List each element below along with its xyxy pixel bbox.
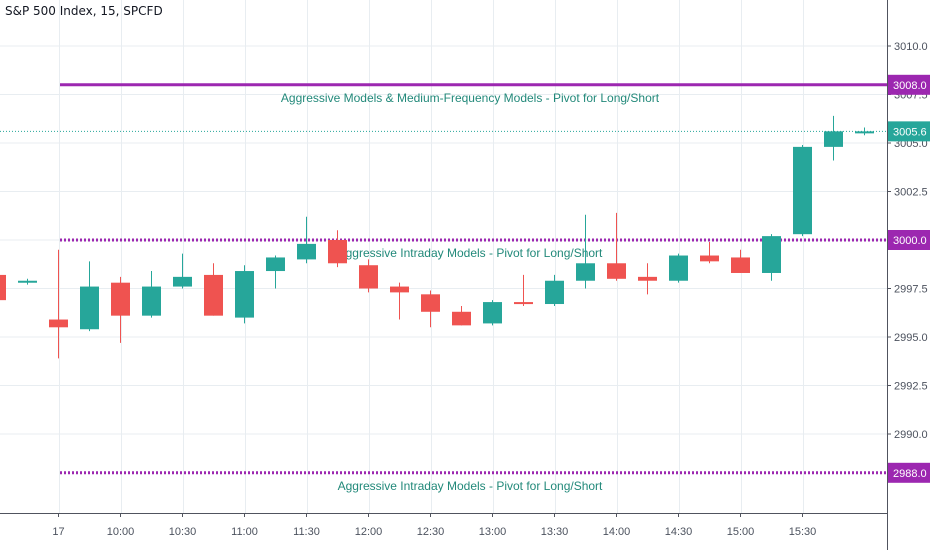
x-tick-label: 12:30 <box>417 526 445 538</box>
x-tick-label: 13:30 <box>541 526 569 538</box>
candle-body <box>359 265 378 289</box>
candle-body <box>49 319 68 328</box>
candle[interactable] <box>173 253 192 289</box>
candle-body <box>731 257 750 273</box>
last-price-label-bg <box>888 121 930 142</box>
candle[interactable] <box>421 290 440 328</box>
candle-body <box>18 280 37 283</box>
x-tick-label: 15:30 <box>789 526 817 538</box>
pivot-price-label: 3000.0 <box>888 230 930 250</box>
x-tick-label: 17 <box>52 526 64 538</box>
candle-body <box>793 146 812 235</box>
candle[interactable] <box>545 274 564 306</box>
pivot-price-label-bg <box>888 462 930 483</box>
pivot-annotation: Aggressive Intraday Models - Pivot for L… <box>338 479 603 493</box>
last-price-label: 3005.6 <box>888 121 930 142</box>
pivot-price-label: 3008.0 <box>888 74 930 95</box>
candle[interactable] <box>762 234 781 281</box>
candle-body <box>80 286 99 330</box>
candle[interactable] <box>514 274 533 306</box>
candle[interactable] <box>359 259 378 293</box>
x-tick-label: 12:00 <box>355 526 383 538</box>
candle[interactable] <box>328 230 347 268</box>
x-tick-label: 13:00 <box>479 526 507 538</box>
y-tick-label: 2995.0 <box>894 332 928 344</box>
candle[interactable] <box>266 255 285 289</box>
x-tick-label: 14:30 <box>665 526 693 538</box>
candle[interactable] <box>607 212 626 281</box>
x-tick-label: 10:30 <box>169 526 197 538</box>
candle-body <box>390 286 409 293</box>
candle[interactable] <box>576 214 595 289</box>
candle[interactable] <box>700 241 719 264</box>
x-tick-label: 10:00 <box>107 526 135 538</box>
last-price-label-text: 3005.6 <box>893 126 927 138</box>
candle[interactable] <box>793 144 812 237</box>
pivot-price-label-text: 3008.0 <box>893 80 927 92</box>
pivot-annotation: Aggressive Models & Medium-Frequency Mod… <box>281 91 660 105</box>
candle-body <box>0 274 6 301</box>
candle-body <box>483 302 502 324</box>
candle[interactable] <box>824 115 843 161</box>
y-tick-label: 2997.5 <box>894 284 928 296</box>
x-tick-label: 15:00 <box>727 526 755 538</box>
candle-body <box>235 271 254 318</box>
pivot-price-label-bg <box>888 230 930 250</box>
y-tick-label: 3010.0 <box>894 41 928 53</box>
candle-body <box>111 282 130 316</box>
candle-body <box>421 294 440 312</box>
candle[interactable] <box>452 305 471 326</box>
candle[interactable] <box>18 278 37 285</box>
pivot-price-label-text: 3000.0 <box>893 235 927 247</box>
pivot-price-label-bg <box>888 74 930 95</box>
candle-body <box>576 263 595 281</box>
y-tick-label: 2992.5 <box>894 381 928 393</box>
pivot-price-label: 2988.0 <box>888 462 930 483</box>
candle-body <box>142 286 161 316</box>
candle[interactable] <box>49 249 68 359</box>
pivot-annotation: Aggressive Intraday Models - Pivot for L… <box>338 246 603 260</box>
candle[interactable] <box>142 271 161 318</box>
candle[interactable] <box>80 261 99 332</box>
candle-body <box>173 276 192 287</box>
candle-body <box>297 243 316 260</box>
pivot-price-label-text: 2988.0 <box>893 468 927 480</box>
candle-body <box>514 302 533 305</box>
y-tick-label: 2990.0 <box>894 429 928 441</box>
chart-title: S&P 500 Index, 15, SPCFD <box>5 4 163 18</box>
y-tick-label: 3002.5 <box>894 187 928 199</box>
candle-body <box>204 274 223 316</box>
candle[interactable] <box>638 263 657 295</box>
candle-body <box>855 131 874 134</box>
candle-body <box>824 131 843 147</box>
candle[interactable] <box>111 276 130 343</box>
candle-body <box>328 240 347 264</box>
candle-body <box>452 311 471 326</box>
candle[interactable] <box>731 249 750 273</box>
candle-body <box>266 257 285 272</box>
candle-body <box>638 276 657 281</box>
candle[interactable] <box>235 265 254 324</box>
candle[interactable] <box>855 127 874 136</box>
candle-body <box>762 236 781 273</box>
candle-body <box>669 255 688 281</box>
candle[interactable] <box>204 263 223 316</box>
candle[interactable] <box>0 271 6 302</box>
candle[interactable] <box>297 216 316 264</box>
x-tick-label: 14:00 <box>603 526 631 538</box>
candle-body <box>700 255 719 262</box>
candle[interactable] <box>390 282 409 320</box>
candle[interactable] <box>483 300 502 326</box>
candle-body <box>607 263 626 279</box>
candle[interactable] <box>669 253 688 283</box>
x-tick-label: 11:00 <box>231 526 258 538</box>
candle-body <box>545 280 564 305</box>
x-tick-label: 11:30 <box>293 526 320 538</box>
